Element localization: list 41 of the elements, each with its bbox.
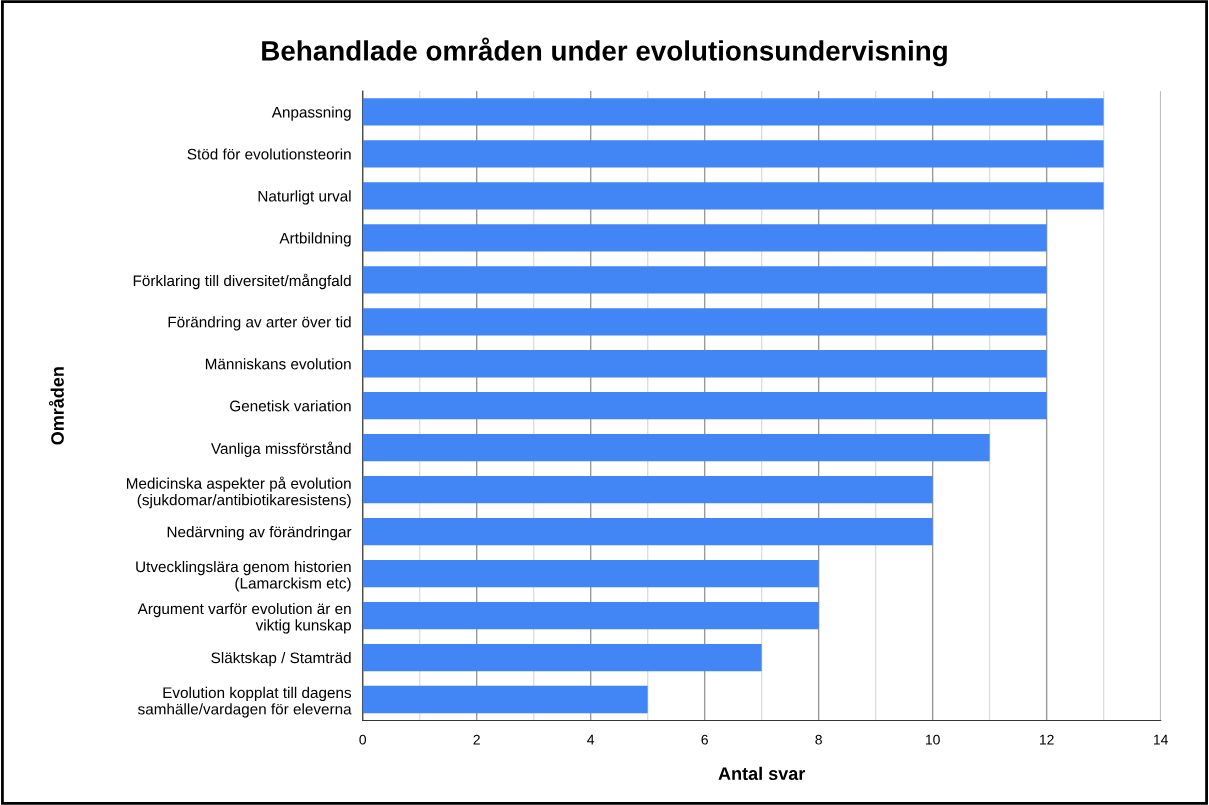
bar <box>362 392 1047 420</box>
y-tick-label: Anpassning <box>271 106 351 121</box>
bar <box>362 517 933 546</box>
x-tick-label: 6 <box>701 734 708 745</box>
bar <box>362 266 1047 294</box>
y-tick-label: Argument varför evolution är en viktig kunskap <box>137 602 351 634</box>
y-axis-title: Områden <box>48 367 64 445</box>
x-tick-label: 0 <box>359 734 367 745</box>
x-tick-label: 14 <box>1153 734 1168 745</box>
bar <box>362 350 1047 378</box>
y-tick-label: Genetisk variation <box>230 400 351 412</box>
bar <box>362 643 762 672</box>
bar <box>362 98 1104 126</box>
y-tick-label: Vanliga missförstånd <box>210 441 351 458</box>
y-tick-label: Släktskap / Stamträd <box>211 651 351 667</box>
y-tick-label: Människans evolution <box>205 358 351 370</box>
y-tick-label: Artbildning <box>279 232 351 247</box>
bar <box>362 224 1047 252</box>
bar <box>362 182 1104 210</box>
y-tick-label: Förändring av arter över tid <box>168 316 351 331</box>
x-tick-label: 8 <box>815 734 822 745</box>
y-tick-label: Stöd för evolutionsteorin <box>187 148 351 160</box>
bar <box>362 685 648 714</box>
x-axis-title: Antal svar <box>718 766 806 781</box>
y-tick-label: Nedärvning av förändringar <box>167 526 352 541</box>
bar <box>362 308 1047 336</box>
y-tick-label: Naturligt urval <box>258 190 351 205</box>
x-tick-label: 12 <box>1039 734 1054 745</box>
x-tick-label: 4 <box>587 734 595 745</box>
bar <box>362 140 1104 168</box>
y-tick-label: Evolution kopplat till dagens samhälle/vardagen för eleverna <box>138 686 352 718</box>
y-tick-label: Förklaring till diversitet/mångfald <box>133 273 351 290</box>
x-tick-label: 2 <box>473 734 480 745</box>
chart-title: Behandlade områden under evolutionsundervisning <box>262 37 947 67</box>
bar <box>362 601 819 630</box>
y-tick-label: Utvecklingslära genom historien (Lamarckism etc) <box>136 560 351 592</box>
bar <box>362 476 933 504</box>
y-tick-label: Medicinska aspekter på evolution (sjukdomar/antibiotikaresistens) <box>126 476 351 509</box>
bar <box>362 434 990 462</box>
bar <box>362 559 819 588</box>
x-tick-label: 10 <box>925 734 940 745</box>
